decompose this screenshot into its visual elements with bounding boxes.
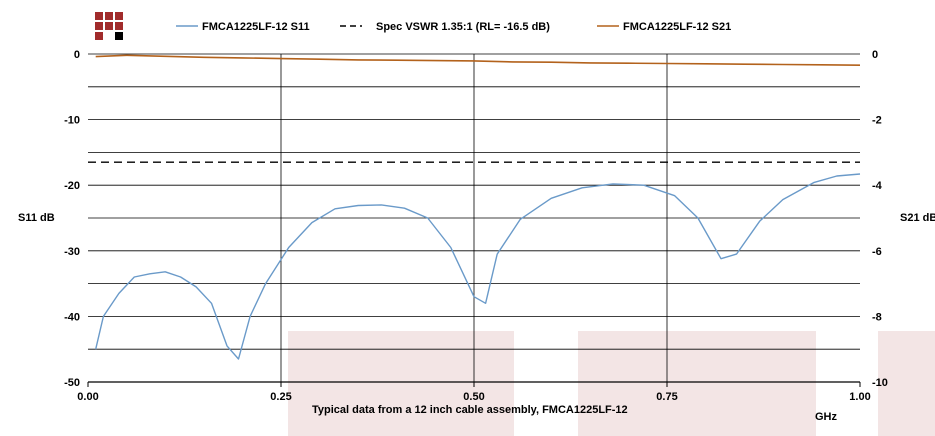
y-tick-label: -20 (64, 180, 80, 192)
y2-axis-label: S21 dB (900, 212, 935, 224)
legend-label-s21: FMCA1225LF-12 S21 (623, 21, 731, 33)
x-tick-label: 1.00 (849, 391, 870, 403)
background-blocks (288, 331, 935, 436)
y2-tick-label: 0 (872, 49, 878, 61)
y-tick-label: -40 (64, 311, 80, 323)
series-line-2 (95, 54, 861, 66)
y2-tick-label: -2 (872, 115, 882, 127)
x-tick-label: 0.50 (463, 391, 484, 403)
x-tick-label: 0.75 (656, 391, 677, 403)
y2-tick-label: -4 (872, 180, 883, 192)
y2-tick-label: -10 (872, 377, 888, 389)
legend: FMCA1225LF-12 S11 Spec VSWR 1.35:1 (RL= … (176, 21, 731, 33)
y-axis-label: S11 dB (18, 212, 55, 224)
y-tick-label: -30 (64, 246, 80, 258)
chart-caption: Typical data from a 12 inch cable assemb… (312, 404, 628, 416)
y-tick-label: -50 (64, 377, 80, 389)
legend-label-s11: FMCA1225LF-12 S11 (202, 21, 310, 33)
y-tick-label: -10 (64, 115, 80, 127)
tick-labels: 0.00 0.25 0.50 0.75 1.00 0 -10 -20 -30 -40 -50 0 -2 -… (64, 49, 888, 403)
x-tick-label: 0.00 (77, 391, 98, 403)
company-logo-icon (95, 12, 123, 40)
x-axis-label: GHz (815, 411, 838, 423)
series-lines (88, 54, 861, 360)
legend-label-spec: Spec VSWR 1.35:1 (RL= -16.5 dB) (376, 21, 550, 33)
x-tick-label: 0.25 (270, 391, 291, 403)
y2-tick-label: -6 (872, 246, 882, 258)
series-line-0 (95, 173, 861, 360)
y-tick-label: 0 (74, 49, 80, 61)
y2-tick-label: -8 (872, 311, 882, 323)
